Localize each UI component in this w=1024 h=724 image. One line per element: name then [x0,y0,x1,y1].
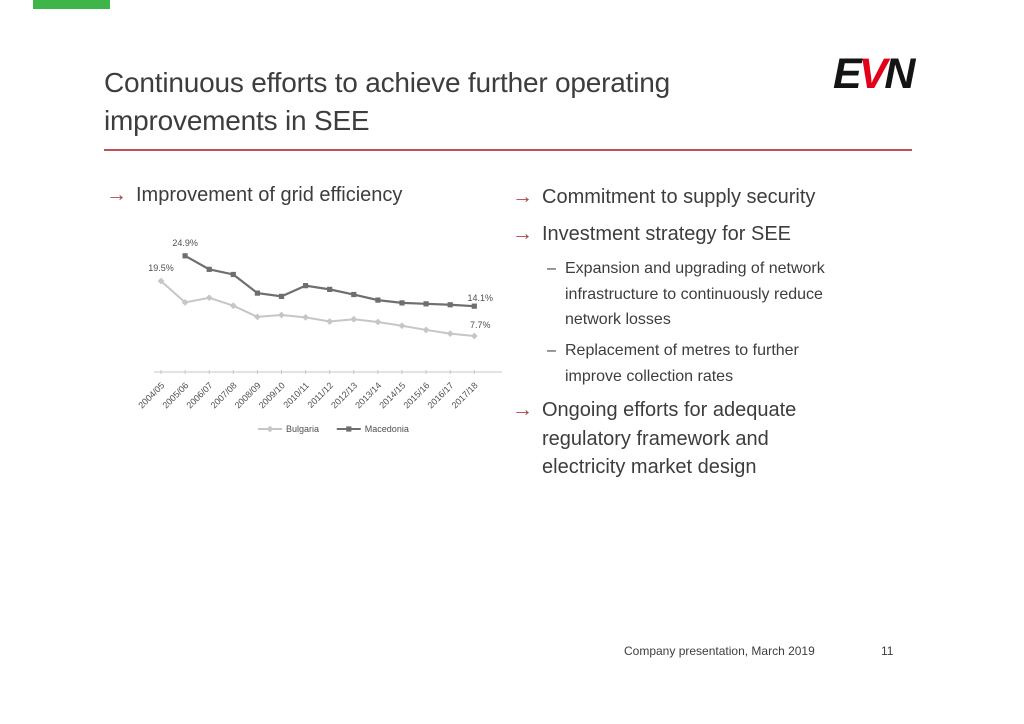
page-number: 11 [881,644,894,658]
slide-title-line-1: Continuous efforts to achieve further op… [104,67,670,98]
arrow-bullet-icon: → [512,185,533,208]
grid-efficiency-chart: 2004/052005/062006/072007/082008/092009/… [136,238,502,434]
footer-caption: Company presentation, March 2019 [624,644,815,658]
top-green-bar [33,0,110,9]
logo-letter-v: V [858,50,888,98]
svg-text:Bulgaria: Bulgaria [286,424,319,434]
svg-text:2010/11: 2010/11 [281,380,311,410]
arrow-bullet-icon: → [106,183,127,206]
svg-text:19.5%: 19.5% [148,263,174,273]
svg-text:14.1%: 14.1% [468,293,494,303]
title-divider-rule [104,149,912,151]
bullet-text: Ongoing efforts for adequate regulatory … [542,399,797,478]
slide-title-line-2: improvements in SEE [104,105,370,136]
bullet-text: Commitment to supply security [542,186,816,208]
subbullet-metres-replacement: – Replacement of metres to further impro… [547,338,853,389]
bullet-text: Investment strategy for SEE [542,223,791,245]
dash-bullet-icon: – [547,342,556,359]
subbullet-text: Expansion and upgrading of network infra… [565,260,825,328]
svg-text:7.7%: 7.7% [470,320,491,330]
logo-letter-n: N [884,50,915,98]
svg-text:2009/10: 2009/10 [257,380,287,410]
left-heading-label: Improvement of grid efficiency [136,184,403,206]
arrow-bullet-icon: → [512,222,533,245]
logo-letter-e: E [833,50,862,98]
subbullet-text: Replacement of metres to further improve… [565,342,799,385]
svg-text:2017/18: 2017/18 [450,380,480,410]
svg-text:Macedonia: Macedonia [365,424,409,434]
svg-text:24.9%: 24.9% [172,238,198,248]
bullet-supply-security: → Commitment to supply security [512,183,882,211]
evn-logo: EVN [833,50,915,98]
left-column-heading: → Improvement of grid efficiency [106,181,506,209]
bullet-regulatory-framework: → Ongoing efforts for adequate regulator… [512,396,882,482]
slide-title: Continuous efforts to achieve further op… [104,64,824,140]
arrow-bullet-icon: → [512,398,533,421]
bullet-investment-strategy: → Investment strategy for SEE [512,220,882,248]
subbullet-network-expansion: – Expansion and upgrading of network inf… [547,256,853,333]
dash-bullet-icon: – [547,260,556,277]
